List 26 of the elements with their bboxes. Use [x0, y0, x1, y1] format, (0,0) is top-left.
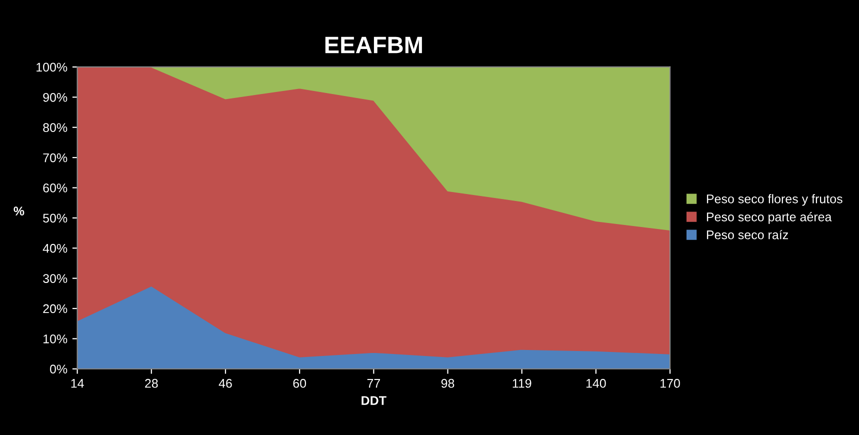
x-tick-label: 98: [441, 378, 454, 388]
x-tick-label: 170: [660, 378, 680, 388]
x-tick-label: 119: [512, 378, 532, 388]
x-axis-title: DDT: [362, 396, 386, 405]
y-tick-label: 30%: [43, 274, 68, 283]
y-tick-label: 80%: [43, 123, 68, 132]
x-tick-label: 140: [586, 378, 606, 388]
legend-label: Peso seco parte aérea: [706, 212, 832, 224]
x-tick-label: 46: [218, 378, 232, 388]
y-tick-label: 0%: [50, 364, 68, 374]
y-tick-label: 50%: [43, 214, 68, 223]
x-tick-label: 77: [367, 379, 380, 388]
y-tick-label: 90%: [43, 92, 68, 102]
legend-label: Peso seco flores y frutos: [706, 194, 842, 206]
legend-label: Peso seco raíz: [706, 230, 788, 240]
y-tick-label: 100%: [36, 62, 68, 72]
y-axis-title: %: [14, 206, 24, 216]
y-tick-label: 10%: [44, 334, 68, 344]
x-tick-label: 60: [293, 378, 306, 388]
y-tick-label: 20%: [43, 304, 68, 314]
x-tick-label: 14: [71, 379, 84, 388]
x-tick-label: 28: [145, 378, 158, 388]
y-tick-label: 60%: [43, 184, 68, 192]
chart-title: EEAFBM: [325, 36, 422, 54]
y-tick-label: 40%: [42, 244, 68, 253]
y-tick-label: 70%: [43, 153, 68, 162]
